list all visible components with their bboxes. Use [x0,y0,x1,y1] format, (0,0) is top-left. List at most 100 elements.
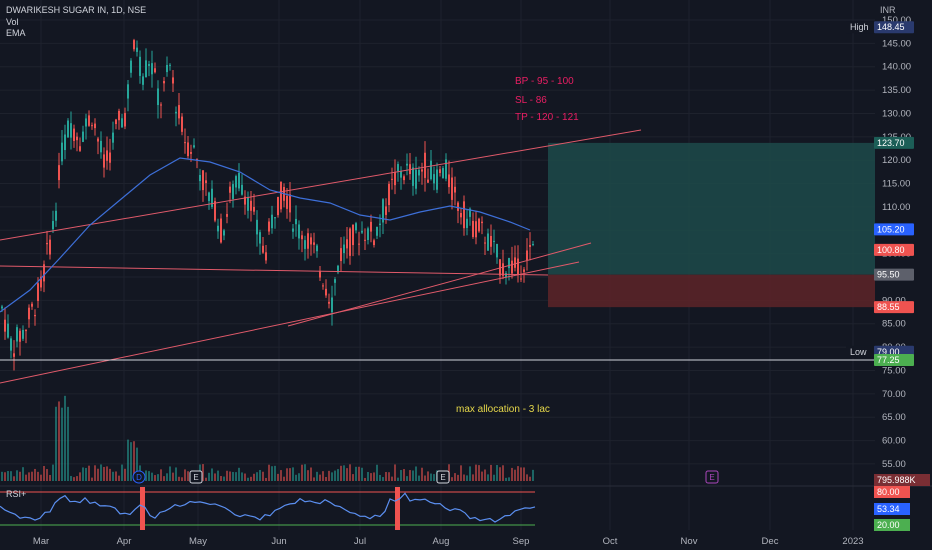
candle-body[interactable] [322,285,324,287]
candle-body[interactable] [163,81,165,84]
candle-body[interactable] [70,123,72,138]
candle-body[interactable] [199,174,201,182]
candle-body[interactable] [298,224,300,239]
candle-body[interactable] [340,248,342,262]
candle-body[interactable] [349,228,351,256]
candle-body[interactable] [232,184,234,199]
candle-body[interactable] [301,235,303,240]
candle-body[interactable] [325,288,327,296]
candle-body[interactable] [433,174,435,184]
candle-body[interactable] [397,164,399,172]
candle-body[interactable] [391,178,393,180]
candle-body[interactable] [52,221,54,230]
candle-body[interactable] [181,116,183,132]
candle-body[interactable] [145,60,147,78]
candle-body[interactable] [37,283,39,301]
candle-body[interactable] [379,223,381,225]
candle-body[interactable] [442,168,444,179]
candle-body[interactable] [343,244,345,254]
candle-body[interactable] [97,138,99,142]
candle-body[interactable] [178,105,180,119]
candle-body[interactable] [403,176,405,181]
candle-body[interactable] [1,306,3,309]
candle-body[interactable] [484,242,486,244]
candle-body[interactable] [514,257,516,268]
candle-body[interactable] [307,233,309,249]
candle-body[interactable] [268,221,270,232]
candle-body[interactable] [4,319,6,332]
candle-body[interactable] [382,199,384,223]
event-marker[interactable]: D [132,470,146,484]
candle-body[interactable] [223,230,225,236]
candle-body[interactable] [427,179,429,183]
price-tag-bg[interactable] [874,223,914,236]
candle-body[interactable] [412,167,414,186]
candle-body[interactable] [79,146,81,151]
candle-body[interactable] [217,225,219,232]
candle-body[interactable] [34,314,36,317]
candle-body[interactable] [103,154,105,168]
candle-body[interactable] [196,158,198,160]
rsi-tag-bg[interactable] [874,486,910,498]
candle-body[interactable] [43,264,45,282]
candle-body[interactable] [364,239,366,241]
candle-body[interactable] [502,263,504,276]
candle-body[interactable] [376,226,378,236]
candle-body[interactable] [508,258,510,269]
rsi-tag-bg[interactable] [874,519,910,531]
candle-body[interactable] [88,115,90,126]
candle-body[interactable] [256,219,258,235]
price-tag-bg[interactable] [874,353,914,366]
candle-body[interactable] [406,163,408,166]
candle-body[interactable] [85,118,87,127]
candle-body[interactable] [373,240,375,246]
candle-body[interactable] [58,165,60,181]
candle-body[interactable] [277,196,279,216]
rsi-tag-bg[interactable] [874,503,910,515]
candle-body[interactable] [487,233,489,251]
price-tag-bg[interactable] [874,268,914,281]
candle-body[interactable] [172,77,174,84]
candle-body[interactable] [40,276,42,288]
candle-body[interactable] [319,271,321,278]
candle-body[interactable] [133,40,135,50]
candle-body[interactable] [154,68,156,73]
candle-body[interactable] [241,184,243,195]
candle-body[interactable] [94,123,96,129]
candle-body[interactable] [157,88,159,106]
candle-body[interactable] [385,206,387,215]
candle-body[interactable] [436,169,438,190]
candle-body[interactable] [523,269,525,272]
candle-body[interactable] [304,240,306,249]
candle-body[interactable] [127,84,129,99]
candle-body[interactable] [82,131,84,142]
candle-body[interactable] [205,180,207,184]
candle-body[interactable] [151,63,153,75]
candle-body[interactable] [331,297,333,313]
candle-body[interactable] [169,64,171,66]
candle-body[interactable] [214,201,216,221]
candle-body[interactable] [16,327,18,342]
candle-body[interactable] [271,214,273,229]
candle-body[interactable] [418,169,420,176]
candle-body[interactable] [463,201,465,229]
candle-body[interactable] [211,188,213,207]
candle-body[interactable] [346,239,348,249]
candle-body[interactable] [451,177,453,200]
candle-body[interactable] [235,176,237,188]
candle-body[interactable] [202,170,204,191]
candle-body[interactable] [415,169,417,189]
candle-body[interactable] [337,265,339,273]
candle-body[interactable] [142,76,144,85]
candle-body[interactable] [148,64,150,66]
candle-body[interactable] [505,273,507,278]
candle-body[interactable] [454,186,456,193]
candle-body[interactable] [439,169,441,173]
candle-body[interactable] [106,150,108,161]
candle-body[interactable] [184,142,186,144]
candle-body[interactable] [253,206,255,212]
rsi-indicator-label[interactable]: RSI+ [6,489,27,499]
ema-indicator-label[interactable]: EMA [6,28,26,38]
candle-body[interactable] [22,329,24,339]
candle-body[interactable] [31,303,33,307]
